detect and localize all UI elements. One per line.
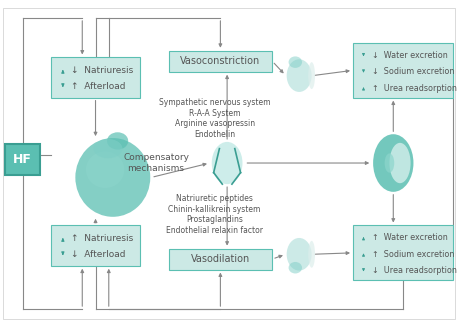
Ellipse shape [289,262,302,273]
Text: Vasoconstriction: Vasoconstriction [180,56,261,66]
Ellipse shape [75,138,150,217]
Bar [353,43,453,98]
Text: ↓  Urea readsorption: ↓ Urea readsorption [372,266,457,275]
Text: R-A-A System: R-A-A System [189,109,240,118]
Text: Endothelial relaxin factor: Endothelial relaxin factor [166,226,263,235]
Ellipse shape [390,143,410,183]
Text: ↑  Urea readsorption: ↑ Urea readsorption [372,84,457,93]
Text: Arginine vasopressin: Arginine vasopressin [174,119,255,128]
Ellipse shape [93,139,122,158]
Ellipse shape [384,153,394,173]
Text: ↓  Afterload: ↓ Afterload [71,250,125,259]
Text: Prostaglandins: Prostaglandins [186,215,243,224]
Text: ↓  Water excretion: ↓ Water excretion [372,51,448,60]
Bar [51,225,140,266]
Text: HF: HF [13,153,32,166]
Ellipse shape [308,241,315,268]
Bar [169,249,272,270]
Text: Chinin-kallikrein system: Chinin-kallikrein system [168,205,261,214]
Text: ↑  Afterload: ↑ Afterload [71,82,125,91]
Text: Sympathetic nervous system: Sympathetic nervous system [159,98,270,107]
Text: Endothelin: Endothelin [194,130,235,139]
Ellipse shape [373,134,413,192]
Ellipse shape [289,56,302,68]
Text: ↓  Natriuresis: ↓ Natriuresis [71,66,133,75]
Text: Vasodilation: Vasodilation [191,254,250,264]
Ellipse shape [287,238,311,271]
Ellipse shape [86,151,124,188]
Text: Natriuretic peptides: Natriuretic peptides [176,194,253,203]
Bar [51,57,140,98]
Ellipse shape [308,62,315,89]
Text: ↑  Natriuresis: ↑ Natriuresis [71,234,133,243]
Text: ↑  Sodium excretion: ↑ Sodium excretion [372,250,455,259]
Bar [353,225,453,280]
Bar [5,144,40,175]
Ellipse shape [287,59,311,92]
Ellipse shape [212,142,243,184]
Text: ↑  Water excretion: ↑ Water excretion [372,233,448,242]
Text: ↓  Sodium excretion: ↓ Sodium excretion [372,67,455,76]
Ellipse shape [107,132,128,149]
Bar [169,51,272,72]
Text: Compensatory
mechanisms: Compensatory mechanisms [123,153,189,173]
